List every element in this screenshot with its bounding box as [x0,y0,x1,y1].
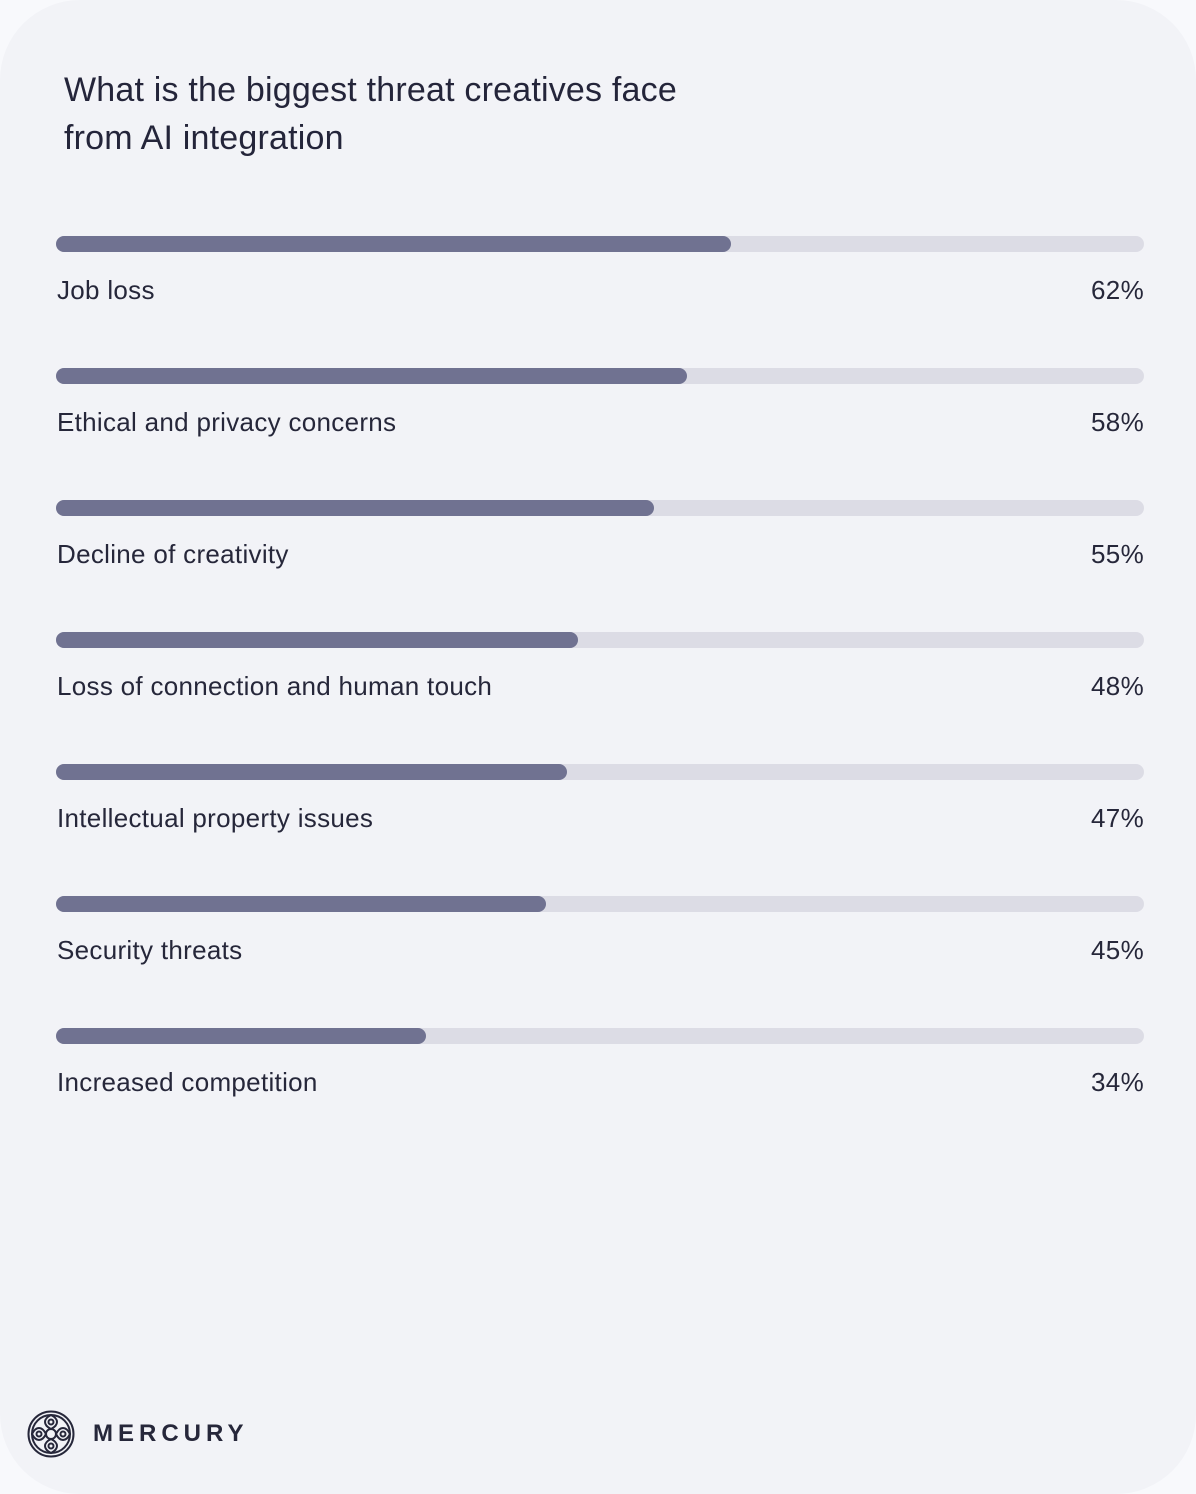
bar-label: Increased competition [57,1067,318,1097]
bar-label: Security threats [57,935,243,965]
bar-row: Intellectual property issues 47% [56,764,1144,896]
bar-fill [56,1028,426,1044]
bar-track [56,896,1144,912]
bar-row: Ethical and privacy concerns 58% [56,368,1144,500]
bar-track [56,764,1144,780]
bar-value: 48% [1091,671,1144,701]
bar-value: 58% [1091,407,1144,437]
bar-track [56,1028,1144,1044]
bar-row: Security threats 45% [56,896,1144,1028]
bar-value: 34% [1091,1067,1144,1097]
bar-value: 62% [1091,275,1144,305]
bar-fill [56,368,688,384]
bar-label: Loss of connection and human touch [57,671,493,701]
bar-fill [56,236,731,252]
bar-row: Increased competition 34% [56,1028,1144,1160]
bar-fill [56,896,546,912]
chart-title: What is the biggest threat creatives fac… [64,71,677,157]
bar-label: Decline of creativity [57,539,289,569]
bar-fill [56,500,655,516]
bar-label: Job loss [57,275,155,305]
brand-name: MERCURY [93,1420,249,1447]
bar-fill [56,632,579,648]
bar-label: Intellectual property issues [57,803,374,833]
bar-track [56,368,1144,384]
bar-row: Job loss 62% [56,236,1144,368]
bar-value: 45% [1091,935,1144,965]
bar-track [56,632,1144,648]
bar-list: Job loss 62% Ethical and privacy concern… [56,236,1144,1160]
mercury-logo-icon [27,1410,75,1458]
bar-row: Decline of creativity 55% [56,500,1144,632]
bar-label: Ethical and privacy concerns [57,407,397,437]
bar-value: 47% [1091,803,1144,833]
bar-value: 55% [1091,539,1144,569]
bar-track [56,500,1144,516]
bar-fill [56,764,568,780]
bar-row: Loss of connection and human touch 48% [56,632,1144,764]
brand-logo: MERCURY [27,1410,248,1458]
bar-track [56,236,1144,252]
